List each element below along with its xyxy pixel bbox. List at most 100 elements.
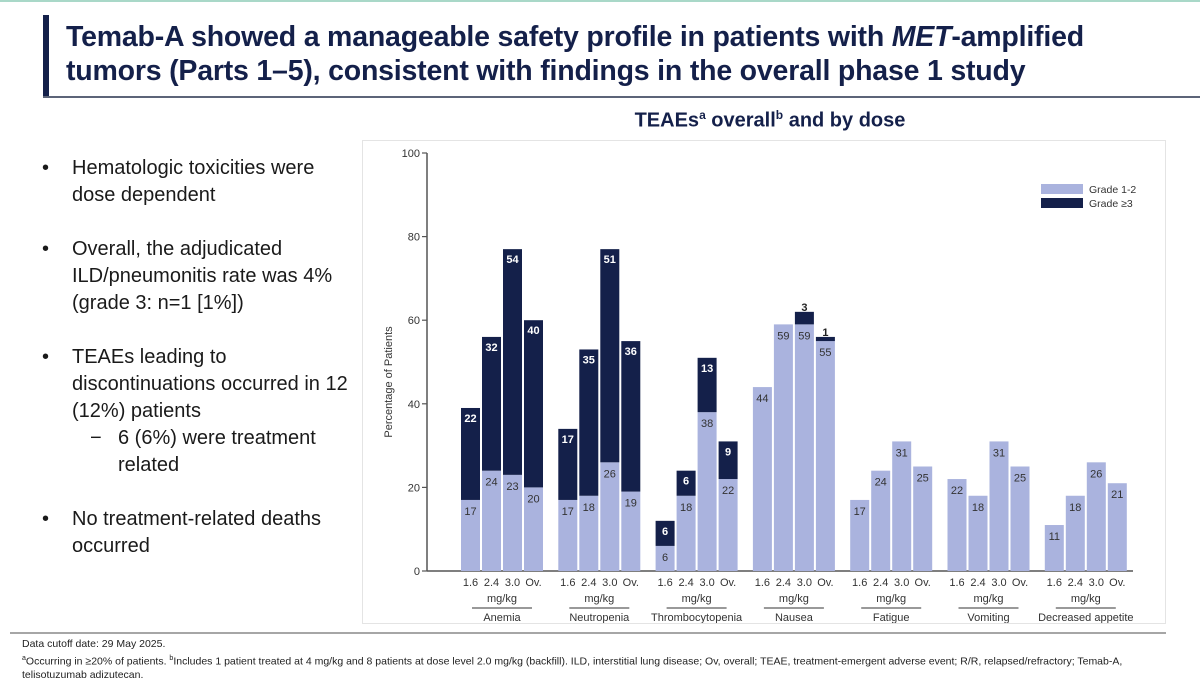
- data-label-grade-1-2: 44: [756, 393, 768, 405]
- data-label-grade-3-plus: 32: [485, 342, 497, 354]
- bar-grade-3-plus: [558, 428, 578, 500]
- legend-swatch: [1041, 198, 1083, 208]
- chart-panel: 0 20 40 60 80 100 Percentage of Patients 22 17 1.…: [362, 140, 1166, 624]
- title-underline: [43, 96, 1200, 98]
- bar-grade-3-plus: [600, 249, 620, 463]
- data-label-grade-1-2: 23: [506, 481, 518, 493]
- x-group-label: Vomiting: [967, 612, 1009, 623]
- data-label-grade-3-plus: 51: [604, 254, 616, 266]
- bullet-icon: •: [42, 238, 50, 260]
- data-label-grade-1-2: 17: [854, 506, 866, 518]
- data-label-grade-3-plus: 17: [562, 434, 574, 446]
- bar-grade-3-plus: [524, 320, 543, 488]
- bar-grade-1-2: [482, 470, 501, 571]
- bullet-icon: •: [42, 508, 50, 530]
- bar-grade-1-2: [794, 324, 814, 571]
- x-dose-label: 2.4: [776, 577, 791, 589]
- y-tick-label: 0: [414, 566, 420, 578]
- bar-grade-1-2: [1086, 462, 1106, 571]
- legend-label: Grade 1-2: [1089, 184, 1136, 196]
- bar-grade-1-2: [815, 341, 835, 571]
- bar-grade-3-plus: [697, 357, 717, 413]
- data-label-grade-1-2: 38: [701, 418, 713, 430]
- data-label-grade-1-2: 18: [972, 502, 984, 514]
- bullet-text: No treatment-related deaths occurred: [72, 508, 322, 557]
- x-dose-label: Ov.: [623, 577, 639, 589]
- data-label-grade-3-plus: 54: [506, 254, 519, 266]
- chart-title-text: and by dose: [783, 109, 906, 132]
- bar-grade-3-plus: [815, 336, 835, 342]
- data-label-grade-3-plus: 35: [583, 354, 595, 366]
- bullet-list: • Hematologic toxicities were dose depen…: [40, 155, 360, 587]
- data-label-grade-1-2: 6: [662, 552, 668, 564]
- data-label-grade-3-plus: 1: [822, 327, 828, 339]
- x-dose-label: 3.0: [991, 577, 1006, 589]
- x-dose-label: 3.0: [1089, 577, 1104, 589]
- legend-swatch: [1041, 184, 1083, 194]
- x-dose-label: 1.6: [657, 577, 672, 589]
- bar-grade-1-2: [989, 441, 1009, 571]
- data-label-grade-1-2: 18: [583, 502, 595, 514]
- bar-grade-1-2: [655, 545, 675, 571]
- bar-grade-1-2: [913, 466, 933, 571]
- slide-title: Temab-A showed a manageable safety profi…: [66, 20, 1186, 88]
- abbreviation-note: aOccurring in ≥20% of patients. bInclude…: [22, 652, 1182, 683]
- bar-grade-1-2: [1044, 525, 1064, 571]
- x-dose-label: 1.6: [852, 577, 867, 589]
- footnotes: Data cutoff date: 29 May 2025. aOccurrin…: [22, 638, 1182, 682]
- data-label-grade-1-2: 31: [896, 447, 908, 459]
- y-tick-label: 100: [402, 148, 420, 160]
- sub-bullet-text: 6 (6%) were treatment related: [118, 427, 316, 476]
- chart-title-sup-b: b: [775, 108, 784, 122]
- legend-label: Grade ≥3: [1089, 198, 1133, 210]
- data-label-grade-1-2: 26: [1090, 468, 1102, 480]
- stacked-bar-chart: 0 20 40 60 80 100 Percentage of Patients 22 17 1.…: [383, 148, 1136, 623]
- bar-grade-3-plus: [461, 407, 480, 500]
- data-label-grade-3-plus: 3: [801, 302, 807, 314]
- bar-grade-3-plus: [621, 341, 641, 492]
- data-label-grade-1-2: 55: [819, 347, 831, 359]
- data-label-grade-1-2: 59: [798, 330, 810, 342]
- top-accent-rule: [0, 0, 1200, 2]
- data-label-grade-3-plus: 6: [662, 526, 668, 538]
- bar-grade-1-2: [773, 324, 793, 571]
- data-label-grade-1-2: 18: [1069, 502, 1081, 514]
- bar-grade-1-2: [503, 474, 522, 571]
- bar-grade-3-plus: [794, 311, 814, 325]
- bullet-icon: •: [42, 157, 50, 179]
- x-dose-label: Ov.: [1012, 577, 1028, 589]
- title-text-1: Temab-A showed a manageable safety profi…: [66, 21, 892, 53]
- chart-title-text: overall: [705, 109, 776, 132]
- x-dose-label: 3.0: [797, 577, 812, 589]
- bar-grade-1-2: [892, 441, 912, 571]
- bullet-icon: •: [42, 346, 50, 368]
- bar-grade-1-2: [947, 479, 967, 571]
- bullet-item: • TEAEs leading to discontinuations occu…: [40, 344, 360, 425]
- data-label-grade-1-2: 19: [625, 498, 637, 510]
- data-label-grade-1-2: 26: [604, 468, 616, 480]
- x-unit-label: mg/kg: [876, 593, 906, 605]
- x-dose-label: 1.6: [560, 577, 575, 589]
- data-label-grade-1-2: 24: [485, 477, 497, 489]
- bar-grade-1-2: [752, 387, 772, 571]
- x-unit-label: mg/kg: [584, 593, 614, 605]
- x-dose-label: 2.4: [484, 577, 499, 589]
- bar-grade-1-2: [558, 499, 578, 571]
- data-label-grade-1-2: 20: [527, 493, 539, 505]
- x-dose-label: 1.6: [463, 577, 478, 589]
- bar-grade-1-2: [461, 499, 480, 571]
- title-text-italic: MET: [891, 21, 952, 53]
- bullet-text: TEAEs leading to discontinuations occurr…: [72, 346, 348, 422]
- bar-grade-1-2: [850, 499, 870, 571]
- bullet-item: • No treatment-related deaths occurred: [40, 506, 360, 560]
- data-label-grade-1-2: 18: [680, 502, 692, 514]
- bar-grade-1-2: [871, 470, 891, 571]
- bar-grade-3-plus: [579, 349, 599, 496]
- x-unit-label: mg/kg: [1071, 593, 1101, 605]
- data-label-grade-1-2: 22: [951, 485, 963, 497]
- y-tick-label: 40: [408, 399, 420, 411]
- chart-title-sup-a: a: [699, 108, 706, 122]
- x-group-label: Decreased appetite: [1038, 612, 1133, 623]
- x-group-label: Nausea: [775, 612, 814, 623]
- x-dose-label: Ov.: [915, 577, 931, 589]
